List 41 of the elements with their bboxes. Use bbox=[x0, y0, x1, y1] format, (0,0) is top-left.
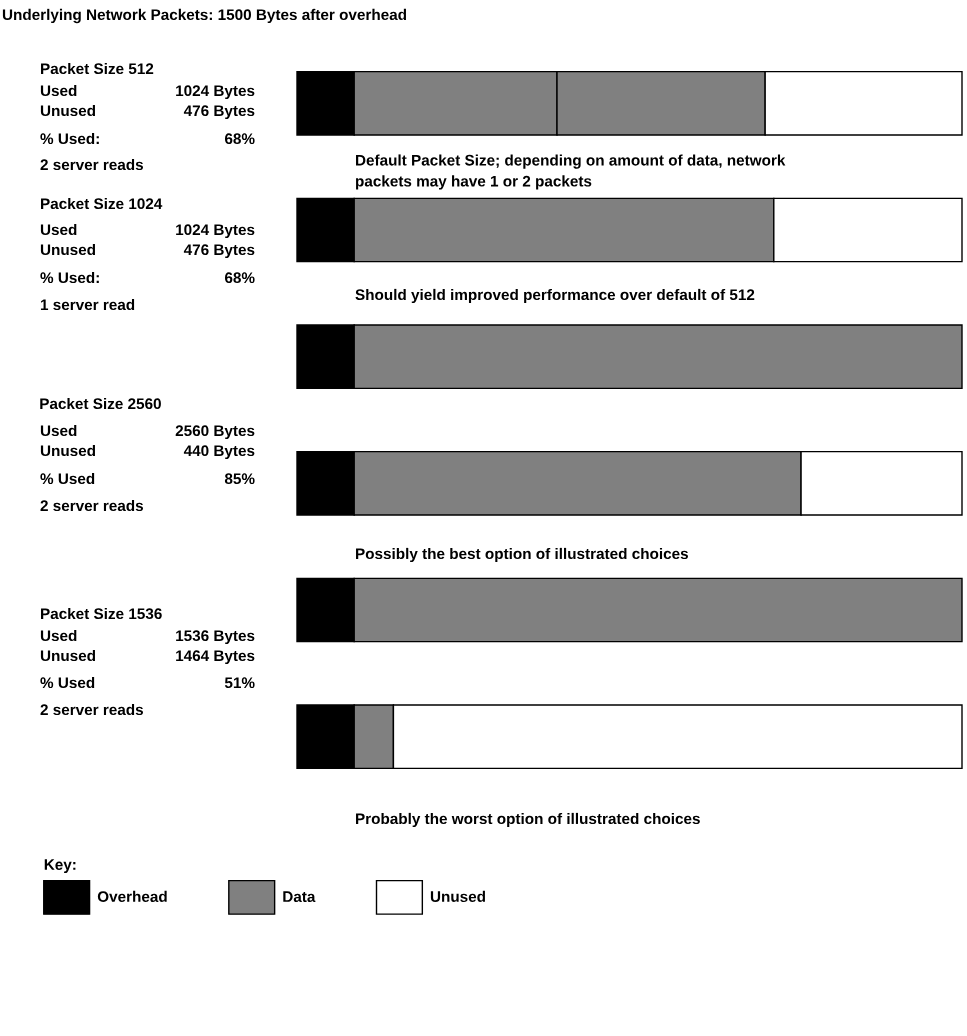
text: 2 server reads bbox=[40, 158, 144, 171]
text: Used bbox=[40, 223, 77, 236]
text: Unused bbox=[40, 649, 96, 662]
text: % Used bbox=[40, 472, 95, 485]
text: Unused bbox=[40, 444, 96, 457]
text: Packet Size 1024 bbox=[41, 197, 163, 210]
text: Unused bbox=[40, 243, 96, 256]
text: Used bbox=[40, 424, 77, 437]
text: % Used: bbox=[40, 132, 99, 145]
annotation: Default Packet Size; depending on amount of data, network packets may have 1 or 2 packets bbox=[356, 154, 786, 190]
text: 68% bbox=[224, 272, 255, 284]
text: 1024 Bytes bbox=[176, 224, 255, 239]
text: Unused bbox=[40, 104, 96, 117]
legend-label: Unused bbox=[430, 890, 485, 903]
text: Packet Size 1536 bbox=[41, 607, 162, 620]
text: % Used bbox=[40, 676, 95, 689]
chart-title: Underlying Network Packets: 1500 Bytes after overhead bbox=[2, 8, 407, 24]
text: 1 server read bbox=[40, 298, 135, 311]
text: % Used: bbox=[40, 271, 99, 284]
text: 476 Bytes bbox=[183, 105, 255, 120]
text: Used bbox=[40, 84, 77, 97]
legend-label: Data bbox=[283, 891, 316, 903]
text: 85% bbox=[224, 473, 255, 485]
text: Packet Size 2560 bbox=[40, 397, 161, 410]
annotation: Possibly the best option of illustrated choices bbox=[356, 547, 688, 563]
text: Probably the worst option of illustrated choices bbox=[356, 812, 700, 828]
text: Used bbox=[40, 629, 77, 642]
text: 51% bbox=[224, 677, 255, 689]
text: 1536 Bytes bbox=[176, 630, 255, 645]
text: 2 server reads bbox=[40, 703, 144, 716]
text: 440 Bytes bbox=[183, 445, 255, 460]
text: 476 Bytes bbox=[183, 244, 255, 259]
legend-title: Key: bbox=[44, 859, 76, 873]
annotation: Should yield improved performance over default of 512 bbox=[355, 288, 755, 304]
text: 2 server reads bbox=[40, 499, 144, 512]
text: Packet Size 512 bbox=[41, 62, 154, 75]
text: 68% bbox=[224, 133, 255, 145]
text: 1024 Bytes bbox=[176, 85, 255, 100]
text: 2560 Bytes bbox=[175, 425, 255, 440]
text: 1464 Bytes bbox=[176, 650, 255, 665]
legend-label: Overhead bbox=[97, 890, 167, 903]
